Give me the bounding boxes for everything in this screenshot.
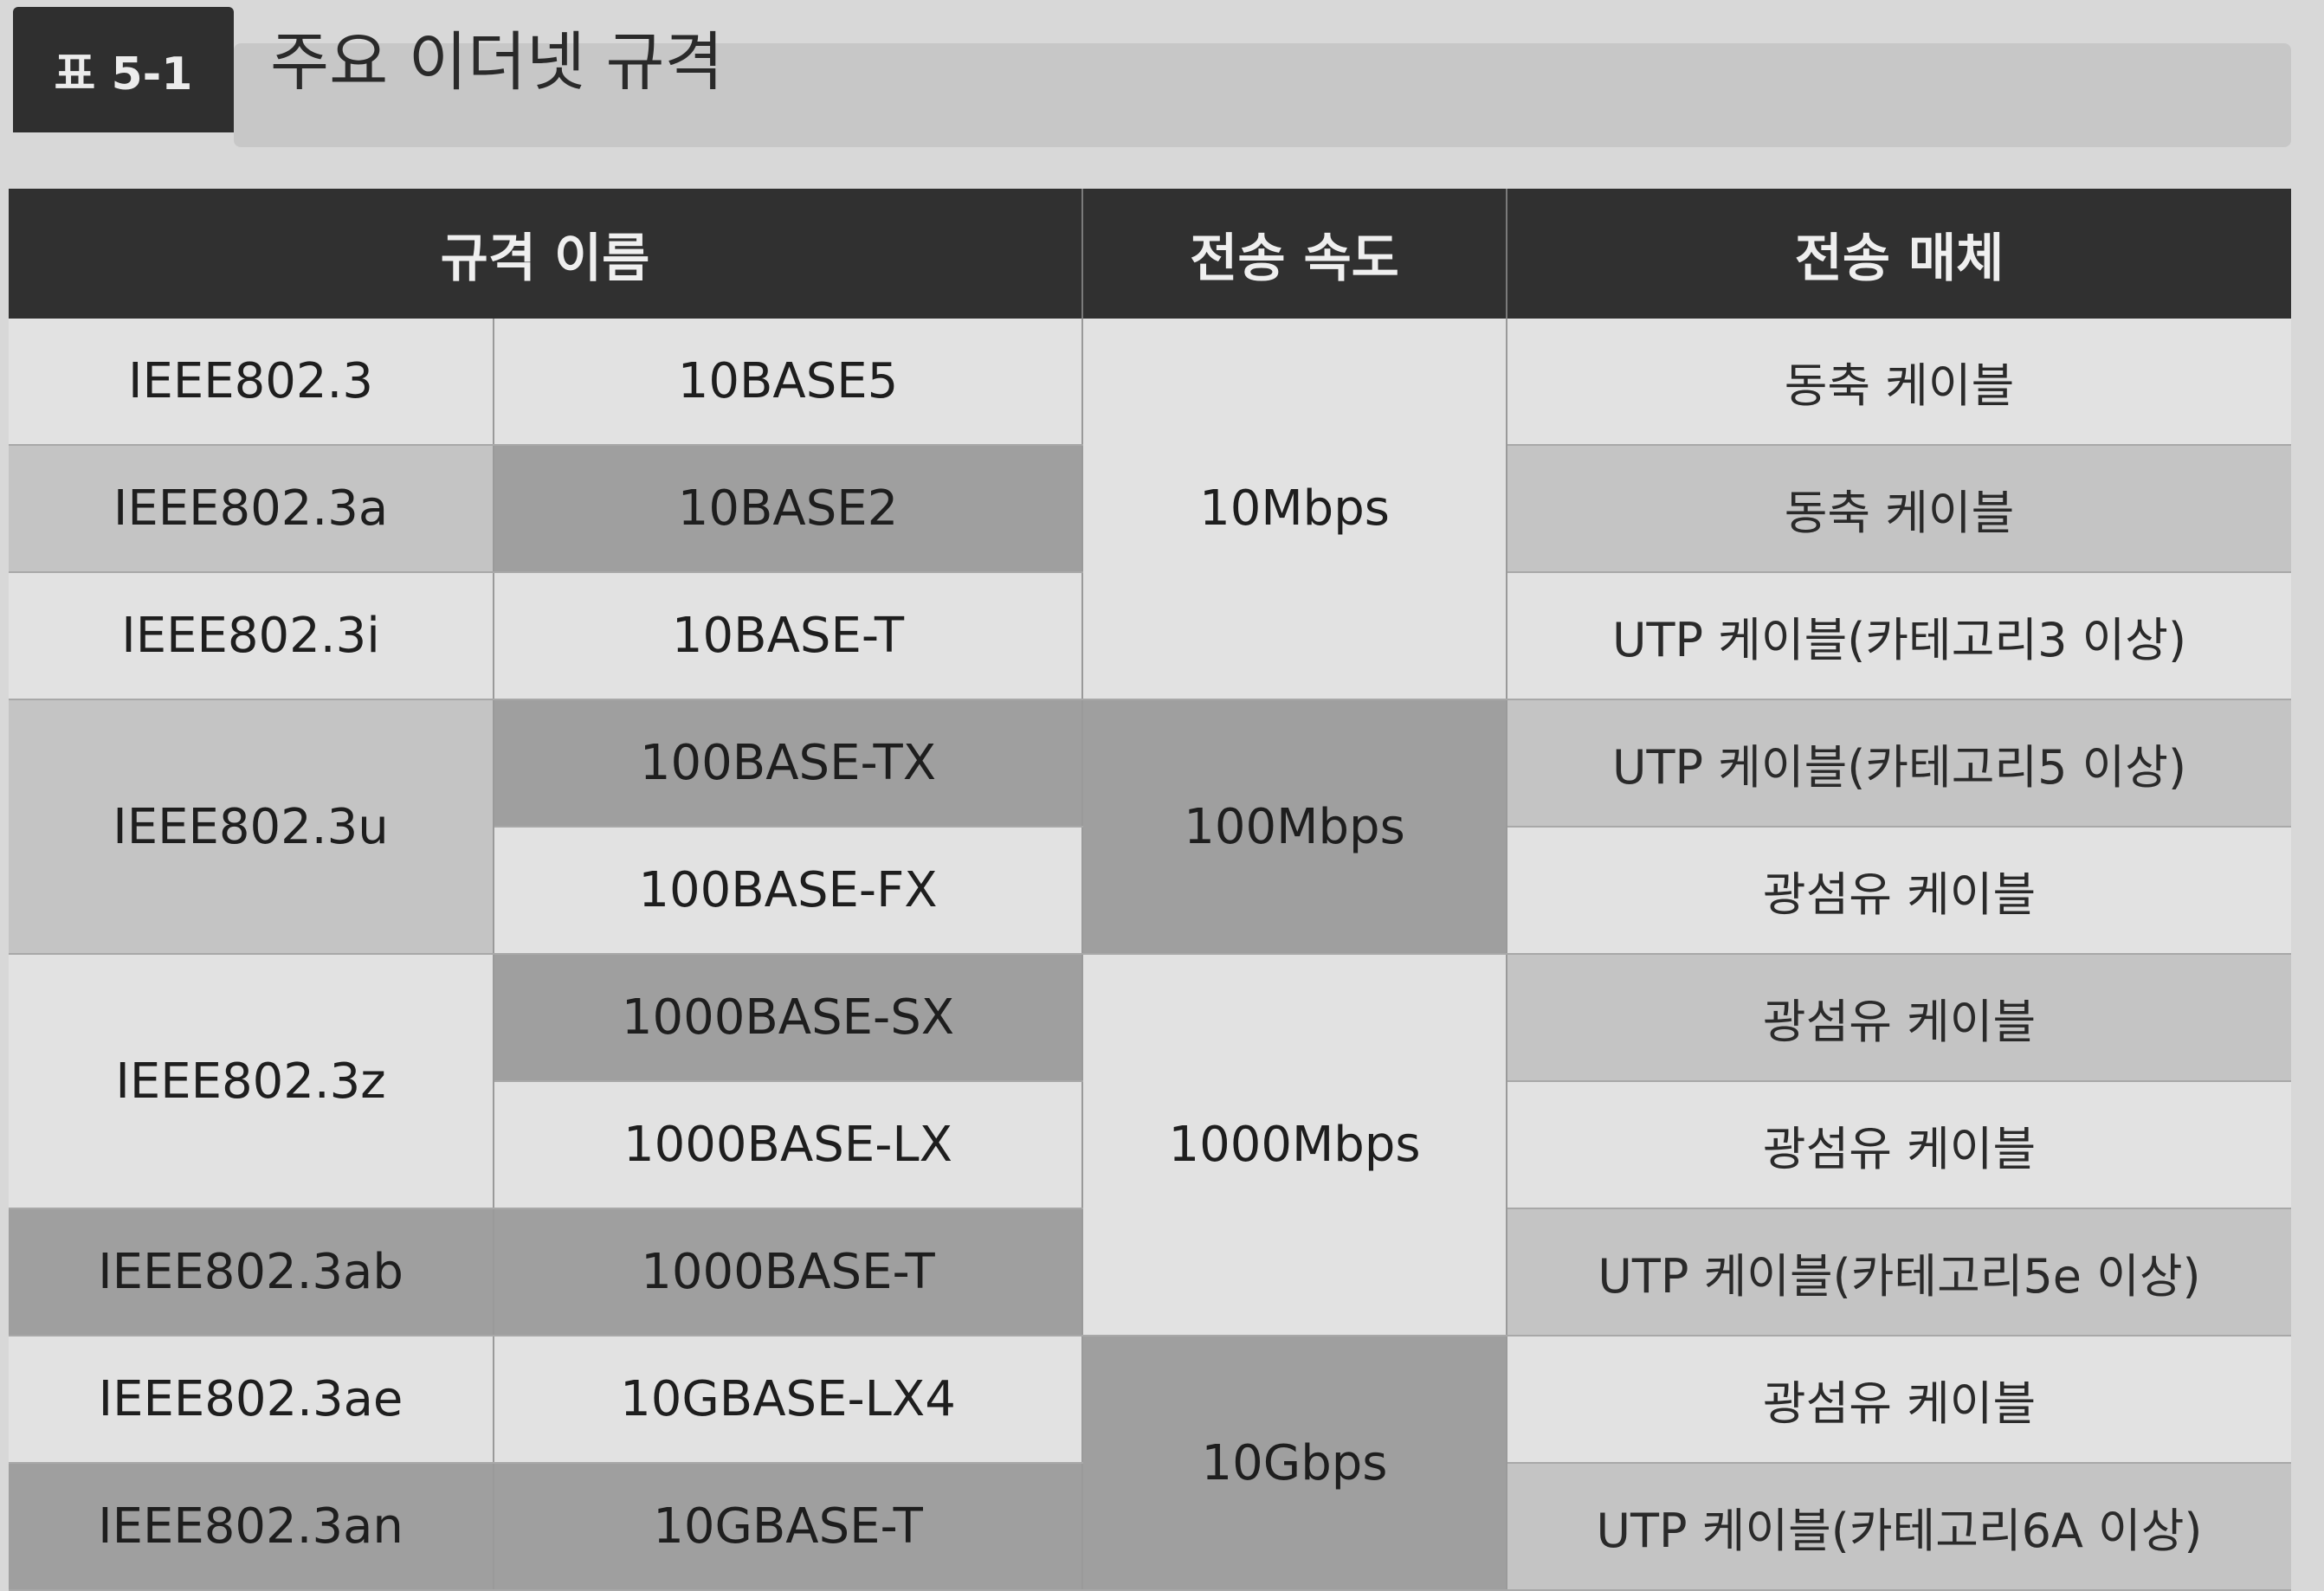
table-row: 100BASE-FX 광섬유 케이블 [9, 827, 2292, 955]
header-standard-name: 규격 이름 [9, 189, 1084, 319]
spec-cell: 10BASE5 [494, 319, 1084, 446]
speed-cell: 10Gbps [1082, 1336, 1508, 1591]
table-row: IEEE802.3ab 1000BASE-T UTP 케이블(카테고리5e 이상… [9, 1208, 2292, 1337]
table-row: IEEE802.3i 10BASE-T UTP 케이블(카테고리3 이상) [9, 572, 2292, 700]
spec-cell: 1000BASE-SX [494, 954, 1084, 1082]
header-transfer-speed: 전송 속도 [1082, 189, 1508, 319]
medium-cell: 동축 케이블 [1507, 319, 2292, 446]
medium-cell: UTP 케이블(카테고리5 이상) [1507, 699, 2292, 828]
table-row: IEEE802.3u 100BASE-TX 100Mbps UTP 케이블(카테… [9, 699, 2292, 955]
medium-cell: 광섬유 케이블 [1507, 954, 2292, 1082]
table-row: 1000BASE-LX 광섬유 케이블 [9, 1081, 2292, 1209]
standard-name-cell: IEEE802.3a [9, 445, 494, 573]
medium-cell: UTP 케이블(카테고리5e 이상) [1507, 1208, 2292, 1337]
medium-cell: 광섬유 케이블 [1507, 827, 2292, 955]
spec-cell: 100BASE-TX [494, 699, 1084, 828]
spec-cell: 10BASE2 [494, 445, 1084, 573]
table-row: IEEE802.3ae 10GBASE-LX4 10Gbps 광섬유 케이블 [9, 1336, 2292, 1591]
table-row: IEEE802.3an 10GBASE-T UTP 케이블(카테고리6A 이상) [9, 1463, 2292, 1591]
speed-cell: 100Mbps [1082, 699, 1508, 955]
speed-cell: 1000Mbps [1082, 954, 1508, 1337]
medium-cell: UTP 케이블(카테고리6A 이상) [1507, 1463, 2292, 1591]
standard-name-cell: IEEE802.3u [9, 699, 494, 955]
table-row: IEEE802.3z 1000BASE-SX 1000Mbps 광섬유 케이블 [9, 954, 2292, 1337]
spec-cell: 10BASE-T [494, 572, 1084, 700]
speed-cell: 10Mbps [1082, 319, 1508, 700]
standard-name-cell: IEEE802.3 [9, 319, 494, 446]
standard-name-cell: IEEE802.3z [9, 954, 494, 1209]
table-row: IEEE802.3a 10BASE2 동축 케이블 [9, 445, 2292, 573]
spec-cell: 100BASE-FX [494, 827, 1084, 955]
table-title: 주요 이더넷 규격 [270, 24, 724, 100]
medium-cell: 광섬유 케이블 [1507, 1336, 2292, 1464]
standard-name-cell: IEEE802.3ab [9, 1208, 494, 1337]
spec-cell: 10GBASE-LX4 [494, 1336, 1084, 1464]
spec-cell: 10GBASE-T [494, 1463, 1084, 1591]
standard-name-cell: IEEE802.3ae [9, 1336, 494, 1464]
standard-name-cell: IEEE802.3i [9, 572, 494, 700]
medium-cell: 동축 케이블 [1507, 445, 2292, 573]
table-header-row: 규격 이름 전송 속도 전송 매체 [9, 189, 2292, 319]
spec-cell: 1000BASE-T [494, 1208, 1084, 1337]
header-transfer-medium: 전송 매체 [1507, 189, 2292, 319]
medium-cell: 광섬유 케이블 [1507, 1081, 2292, 1209]
table-caption-bar [234, 43, 2291, 147]
table-number-tag: 표 5-1 [13, 7, 234, 132]
medium-cell: UTP 케이블(카테고리3 이상) [1507, 572, 2292, 700]
ethernet-spec-table: 규격 이름 전송 속도 전송 매체 IEEE802.3 10BASE5 10Mb… [9, 189, 2292, 1591]
standard-name-cell: IEEE802.3an [9, 1463, 494, 1591]
spec-cell: 1000BASE-LX [494, 1081, 1084, 1209]
table-row: IEEE802.3 10BASE5 10Mbps 동축 케이블 [9, 319, 2292, 700]
